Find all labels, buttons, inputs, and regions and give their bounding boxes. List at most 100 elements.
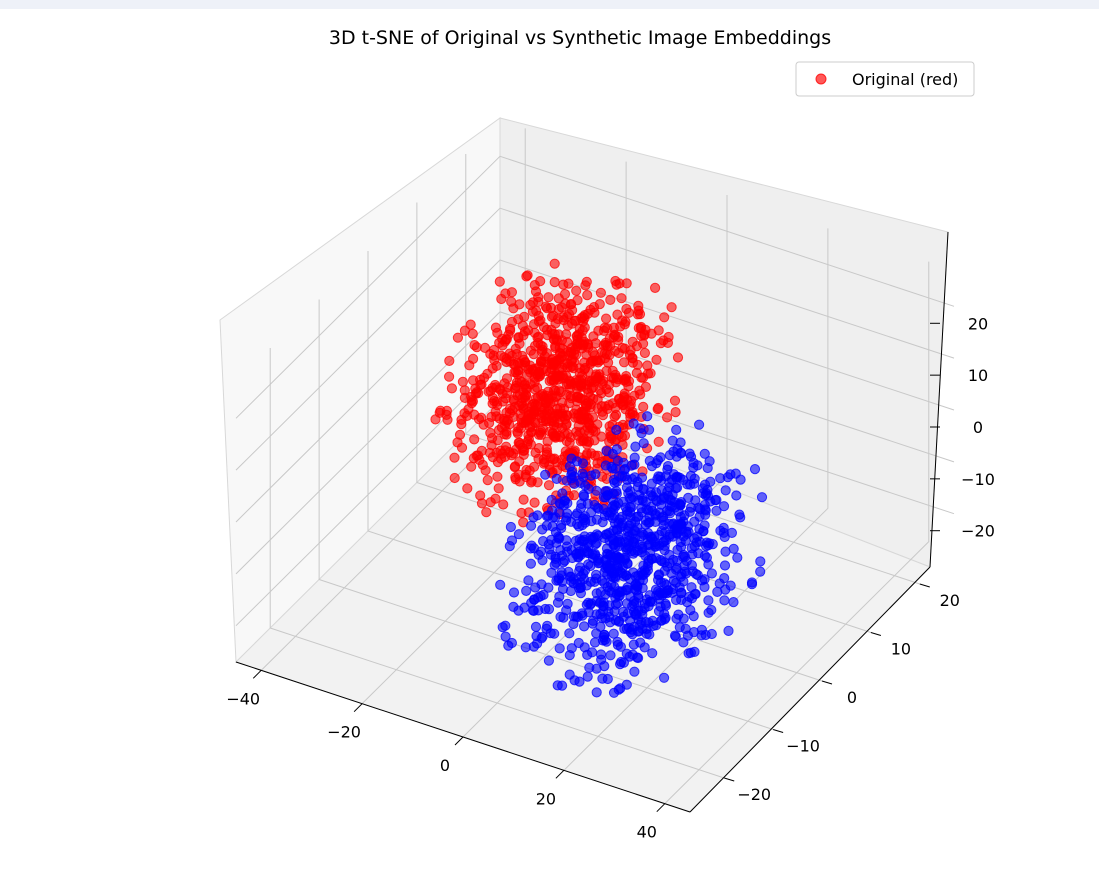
y-gridline [318,299,774,730]
x-tick-label: −20 [327,723,361,742]
point-synthetic [719,560,731,571]
point-synthetic [684,591,695,603]
point-synthetic [667,519,679,530]
point-original [525,345,537,356]
point-synthetic [673,609,684,620]
point-synthetic [732,552,743,563]
z-gridline [235,207,955,471]
point-synthetic [625,511,636,523]
point-original [442,414,453,425]
point-synthetic [541,623,552,635]
point-original [481,507,492,518]
point-synthetic [755,566,766,577]
point-synthetic [664,482,675,493]
point-original [501,356,512,368]
point-synthetic [697,483,709,494]
point-synthetic [658,536,670,547]
point-original [621,303,632,315]
point-synthetic [731,490,742,501]
point-synthetic [675,537,686,548]
point-original [605,340,616,351]
point-original [528,406,539,417]
point-synthetic [703,559,714,570]
point-synthetic [565,585,577,597]
point-original [583,339,594,350]
point-original [669,395,681,406]
point-original [554,348,566,359]
point-synthetic [678,516,689,527]
y-tick-label: 0 [847,688,857,707]
point-original [469,434,480,445]
point-synthetic [600,562,611,574]
point-synthetic [551,537,562,549]
point-original [611,279,622,290]
point-synthetic [630,609,641,620]
point-synthetic [578,491,590,502]
point-synthetic [621,482,633,493]
point-synthetic [609,477,620,488]
point-original [452,332,463,343]
point-original [565,432,576,443]
point-synthetic [573,540,584,551]
point-synthetic [611,444,623,455]
point-synthetic [689,516,700,527]
point-synthetic [653,471,664,482]
z-gridline [235,311,955,575]
x-ticks: −40 −20 0 20 40 [226,669,666,842]
point-synthetic [690,568,702,580]
point-synthetic [557,488,568,499]
z-tick-label: −10 [961,470,995,489]
point-synthetic [537,524,548,535]
point-synthetic [564,628,575,639]
point-synthetic [629,472,640,483]
point-synthetic [693,548,704,559]
point-synthetic [611,486,622,497]
point-synthetic [685,451,697,462]
point-original [553,293,564,304]
point-original [517,442,528,453]
point-original [486,411,497,422]
point-synthetic [720,485,731,496]
point-original [550,318,561,329]
point-synthetic [703,540,714,551]
point-original [616,431,628,443]
point-original [463,404,474,415]
point-synthetic [533,605,544,616]
point-original [516,507,527,519]
point-original [510,367,522,378]
point-synthetic [556,550,568,561]
z-axis-line [929,231,949,568]
point-original [520,389,531,400]
point-original [538,458,549,469]
point-synthetic [660,598,671,610]
point-synthetic [569,478,580,489]
point-synthetic [597,517,608,528]
x-tick-mark [656,803,666,813]
point-original [529,417,540,428]
point-original [487,452,498,463]
point-original [621,278,632,289]
point-original [619,357,630,368]
point-synthetic [531,630,542,642]
point-original [506,296,517,307]
chart-title: 3D t-SNE of Original vs Synthetic Image … [329,27,831,49]
point-original [504,403,515,414]
point-synthetic [659,672,670,683]
point-synthetic [674,498,686,509]
point-synthetic [549,628,560,639]
point-synthetic [595,621,606,632]
point-original [452,437,463,448]
point-original [471,387,482,398]
point-synthetic [582,547,593,559]
point-synthetic [636,531,647,542]
point-synthetic [601,446,612,457]
point-synthetic [572,611,584,623]
point-original [653,325,664,336]
point-original [488,344,500,356]
point-synthetic [650,487,662,498]
z-ticks: −20 −10 0 10 20 [930,314,995,541]
point-original [616,293,627,304]
point-synthetic [621,648,632,659]
point-synthetic [659,608,670,619]
point-synthetic [605,650,616,661]
